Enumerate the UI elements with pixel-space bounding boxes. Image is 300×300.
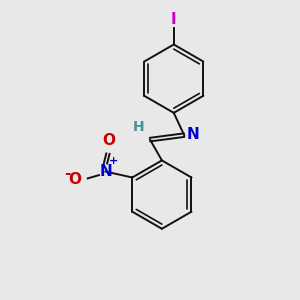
Text: H: H [133, 120, 145, 134]
Text: N: N [187, 127, 199, 142]
Text: -: - [64, 166, 71, 181]
Text: N: N [99, 164, 112, 179]
Text: O: O [68, 172, 81, 188]
Text: +: + [109, 156, 118, 166]
Text: O: O [102, 133, 115, 148]
Text: I: I [171, 12, 177, 27]
